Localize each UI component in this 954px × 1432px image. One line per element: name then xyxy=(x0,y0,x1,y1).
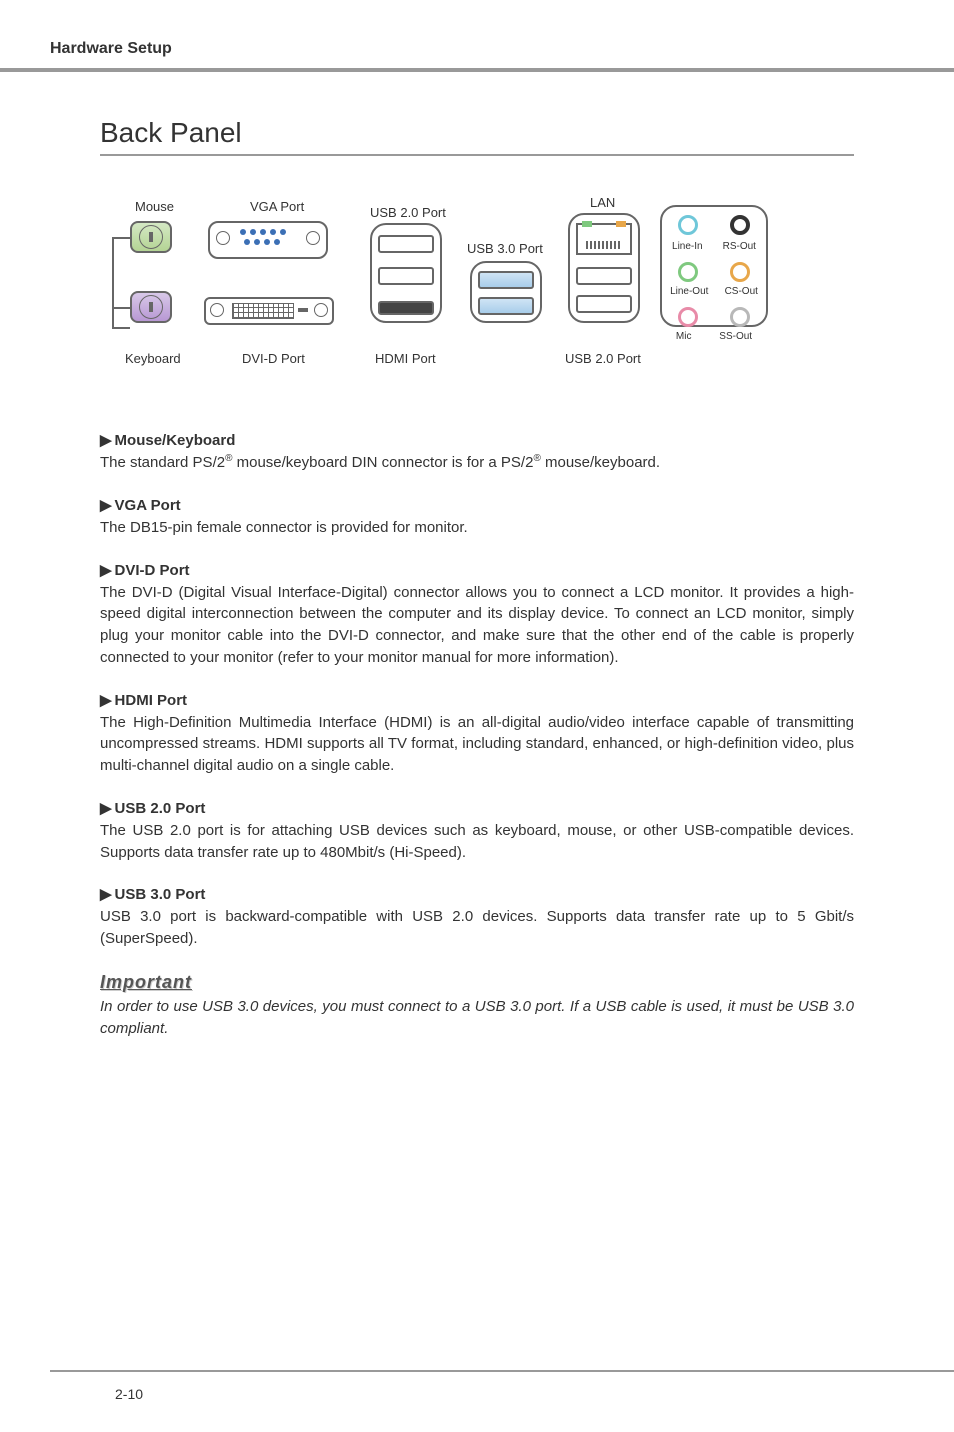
label-lan: LAN xyxy=(590,195,615,210)
title-underline xyxy=(100,154,854,156)
section-block: ▶DVI-D Port The DVI-D (Digital Visual Int… xyxy=(100,561,854,669)
section-heading: ▶HDMI Port xyxy=(100,691,854,709)
dvid-port-icon xyxy=(204,297,334,325)
section-block: ▶Mouse/Keyboard The standard PS/2® mouse/… xyxy=(100,431,854,474)
connector-line xyxy=(112,237,130,239)
section-text: The DVI-D (Digital Visual Interface-Digi… xyxy=(100,582,854,669)
label-usb20-bottom: USB 2.0 Port xyxy=(565,351,641,366)
section-heading: ▶Mouse/Keyboard xyxy=(100,431,854,449)
important-heading: Important xyxy=(100,972,854,993)
connector-line xyxy=(112,307,130,309)
sections-container: ▶Mouse/Keyboard The standard PS/2® mouse/… xyxy=(100,431,854,950)
rsout-jack-icon xyxy=(730,215,750,235)
usb20-top-group xyxy=(370,223,442,323)
csout-jack-icon xyxy=(730,262,750,282)
linein-jack-icon xyxy=(678,215,698,235)
important-text: In order to use USB 3.0 devices, you mus… xyxy=(100,996,854,1040)
section-heading: ▶USB 3.0 Port xyxy=(100,885,854,903)
ssout-jack-icon xyxy=(730,307,750,327)
page-number: 2-10 xyxy=(115,1386,143,1402)
section-heading: ▶USB 2.0 Port xyxy=(100,799,854,817)
label-mic: Mic xyxy=(676,331,692,342)
ps2-mouse-icon xyxy=(130,221,172,253)
section-title: Back Panel xyxy=(100,92,854,154)
section-text: The DB15-pin female connector is provide… xyxy=(100,517,854,539)
footer-rule xyxy=(50,1370,954,1372)
lan-usb-group xyxy=(568,213,640,323)
usb30-group xyxy=(470,261,542,323)
label-lineout: Line-Out xyxy=(670,286,708,297)
content-area: Back Panel Mouse VGA Port USB 2.0 Port U… xyxy=(0,72,954,1039)
label-csout: CS-Out xyxy=(725,286,758,297)
label-mouse: Mouse xyxy=(135,199,174,214)
connector-line xyxy=(112,237,114,327)
section-heading: ▶VGA Port xyxy=(100,496,854,514)
label-rsout: RS-Out xyxy=(723,241,756,252)
label-hdmi: HDMI Port xyxy=(375,351,436,366)
back-panel-diagram: Mouse VGA Port USB 2.0 Port USB 3.0 Port… xyxy=(100,191,850,391)
label-ssout: SS-Out xyxy=(719,331,752,342)
section-text: USB 3.0 port is backward-compatible with… xyxy=(100,906,854,950)
section-block: ▶VGA Port The DB15-pin female connector i… xyxy=(100,496,854,539)
page-header: Hardware Setup xyxy=(0,0,954,68)
label-usb20-top: USB 2.0 Port xyxy=(370,205,446,220)
section-text: The standard PS/2® mouse/keyboard DIN co… xyxy=(100,452,854,474)
section-block: ▶HDMI Port The High-Definition Multimedia… xyxy=(100,691,854,777)
header-title: Hardware Setup xyxy=(50,40,172,57)
label-usb30: USB 3.0 Port xyxy=(467,241,543,256)
label-dvid: DVI-D Port xyxy=(242,351,305,366)
section-text: The USB 2.0 port is for attaching USB de… xyxy=(100,820,854,864)
audio-panel: Line-In RS-Out Line-Out CS-Out Mic SS-Ou… xyxy=(660,205,768,327)
connector-line xyxy=(112,327,130,329)
section-block: ▶USB 3.0 Port USB 3.0 port is backward-co… xyxy=(100,885,854,950)
lineout-jack-icon xyxy=(678,262,698,282)
section-block: ▶USB 2.0 Port The USB 2.0 port is for att… xyxy=(100,799,854,864)
section-text: The High-Definition Multimedia Interface… xyxy=(100,712,854,777)
label-vga: VGA Port xyxy=(250,199,304,214)
label-linein: Line-In xyxy=(672,241,703,252)
label-keyboard: Keyboard xyxy=(125,351,181,366)
section-heading: ▶DVI-D Port xyxy=(100,561,854,579)
ps2-keyboard-icon xyxy=(130,291,172,323)
mic-jack-icon xyxy=(678,307,698,327)
vga-port-icon xyxy=(208,221,328,259)
